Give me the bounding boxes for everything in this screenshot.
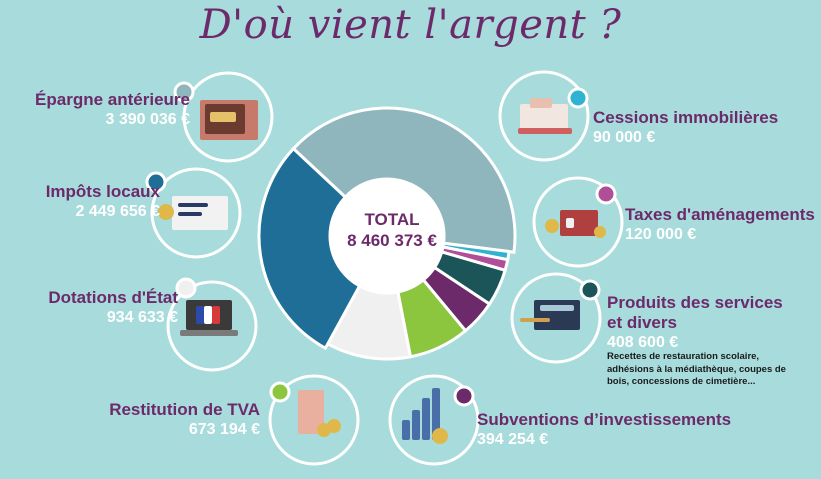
item-cessions: Cessions immobilières 90 000 €: [593, 108, 778, 147]
coin-icon: [158, 204, 174, 220]
decor-ring: [268, 374, 360, 466]
donut-slices: [257, 106, 517, 361]
page-title: D'où vient l'argent ?: [199, 2, 622, 48]
decor-ring: [498, 70, 590, 162]
house-coins-icon: [560, 210, 598, 236]
item-label: Produits des services: [607, 293, 783, 312]
cash-register-icon: [520, 104, 568, 130]
item-label: Taxes d'aménagements: [625, 205, 815, 224]
legend-dot: [567, 87, 589, 109]
produits-note: Recettes de restauration scolaire, adhés…: [607, 351, 786, 387]
item-label: Dotations d'État: [48, 288, 178, 307]
tax-documents-icon-line: [178, 212, 202, 216]
item-value: 408 600 €: [607, 334, 679, 351]
item-produits: Produits des services et divers 408 600 …: [607, 293, 783, 352]
item-taxes: Taxes d'aménagements 120 000 €: [625, 205, 815, 244]
donut-center: [330, 179, 444, 293]
item-value: 90 000 €: [593, 129, 656, 146]
legend-dot: [173, 81, 195, 103]
total-value: 8 460 373 €: [347, 231, 437, 250]
coin-icon: [545, 219, 559, 233]
legend-dot: [145, 171, 167, 193]
flag-red: [212, 306, 220, 324]
item-value: 673 194 €: [188, 421, 260, 438]
decor-rings: [145, 70, 624, 466]
decor-ring: [532, 176, 624, 268]
cash-register-display: [530, 98, 552, 108]
item-dotations: Dotations d'État 934 633 €: [10, 288, 178, 327]
calculator-icon: [534, 300, 580, 330]
decor-ring: [150, 167, 242, 259]
cash-register-drawer: [518, 128, 572, 134]
laptop-base: [180, 330, 238, 336]
coin-icon: [432, 428, 448, 444]
item-label-line2: et divers: [607, 313, 677, 332]
growth-chart-icon: [402, 420, 410, 440]
item-value: 120 000 €: [625, 226, 697, 243]
legend-dot: [175, 277, 197, 299]
item-label: Impôts locaux: [45, 182, 160, 201]
decor-ring: [166, 280, 258, 372]
tax-documents-icon-line: [178, 203, 208, 207]
legend-dot: [453, 385, 475, 407]
icons: [158, 98, 606, 444]
item-tva: Restitution de TVA 673 194 €: [60, 400, 260, 439]
growth-chart-bar: [422, 398, 430, 440]
flag-blue: [196, 306, 204, 324]
item-label: Épargne antérieure: [35, 90, 190, 109]
growth-chart-bar: [412, 410, 420, 440]
item-value: 2 449 656 €: [75, 203, 160, 220]
item-label: Cessions immobilières: [593, 108, 779, 127]
item-label: Subventions d’investissements: [477, 410, 732, 429]
item-value: 394 254 €: [477, 431, 549, 448]
total-label: TOTAL: [364, 210, 420, 229]
legend-dot: [595, 183, 617, 205]
item-value: 934 633 €: [106, 309, 178, 326]
pen-icon: [520, 318, 550, 322]
coin-icon: [594, 226, 606, 238]
legend-dot: [579, 279, 601, 301]
decor-ring: [388, 374, 480, 466]
legend-dot: [269, 381, 291, 403]
item-value: 3 390 036 €: [105, 111, 190, 128]
receipt-coins-icon: [298, 390, 324, 434]
decor-ring: [182, 71, 274, 163]
coin-icon: [327, 419, 341, 433]
house-window: [566, 218, 574, 228]
safe-icon-cash: [210, 112, 236, 122]
item-subventions: Subventions d’investissements 394 254 €: [477, 410, 731, 449]
item-label: Restitution de TVA: [109, 400, 260, 419]
flag-white: [204, 306, 212, 324]
growth-chart-bar: [432, 388, 440, 440]
calculator-screen: [540, 305, 574, 311]
item-impots: Impôts locaux 2 449 656 €: [10, 182, 160, 221]
decor-ring: [510, 272, 602, 364]
item-epargne: Épargne antérieure 3 390 036 €: [10, 90, 190, 129]
